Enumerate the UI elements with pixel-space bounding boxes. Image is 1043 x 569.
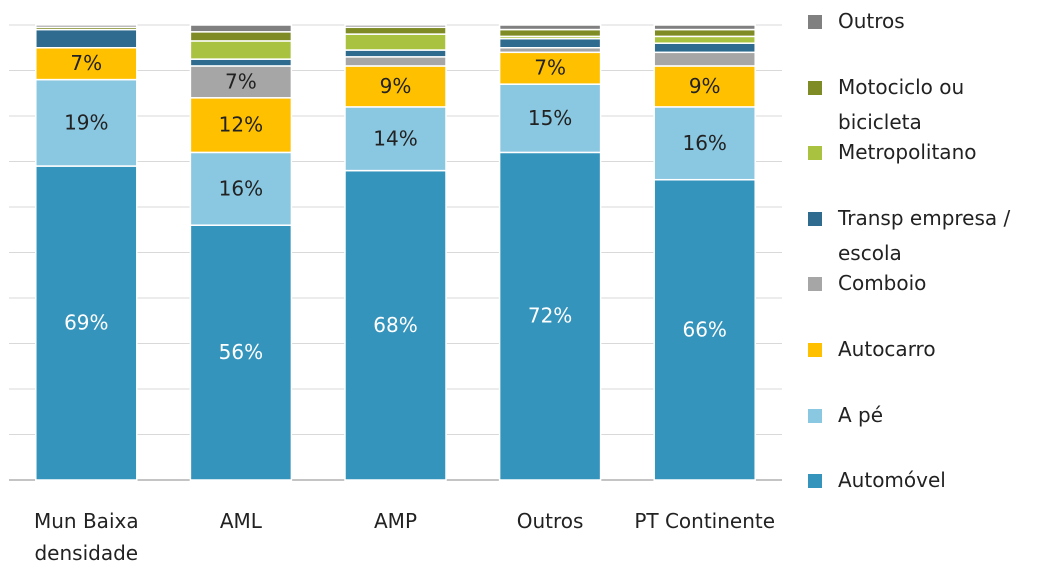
bar-segment (498, 28, 602, 38)
bar-segment (189, 65, 293, 99)
bar-segment (189, 31, 293, 42)
data-label: 19% (64, 110, 108, 134)
x-tick-label: PT Continente (634, 509, 776, 533)
bar-segment (35, 24, 138, 29)
bar-segment (344, 24, 447, 29)
x-tick-label: Outros (516, 509, 584, 533)
bar-segment (344, 49, 447, 58)
data-label: 16% (219, 176, 263, 200)
data-label: 7% (70, 51, 102, 75)
data-label: 68% (373, 313, 417, 337)
legend-swatch (808, 80, 822, 95)
legend-swatch (808, 15, 822, 29)
data-label: 12% (219, 113, 263, 137)
bar-segment (189, 24, 293, 33)
bar-segment (344, 56, 447, 67)
bar-segment (498, 151, 602, 481)
legend-label: A pé (838, 402, 884, 427)
legend-label: Automóvel (838, 468, 946, 493)
bar-segment (653, 65, 756, 108)
legend-label: Outros (838, 9, 905, 33)
legend-swatch (808, 211, 822, 226)
bar-segment (653, 28, 756, 38)
bar-segment (498, 51, 602, 85)
legend-label: Comboio (838, 271, 927, 296)
bar-segment (35, 28, 138, 49)
x-tick-label: AMP (374, 509, 417, 533)
bar-segment (344, 169, 447, 481)
bar-segment (189, 97, 293, 154)
data-label: 72% (528, 304, 572, 328)
bar-segment (653, 24, 756, 31)
x-tick-label: AML (219, 509, 262, 533)
bar-segment (35, 78, 138, 167)
bar-segment (189, 58, 293, 67)
legend-swatch (808, 277, 822, 292)
bar-segment (498, 24, 602, 31)
data-label: 15% (528, 106, 572, 130)
data-label: 66% (682, 317, 726, 341)
legend-swatch (808, 343, 822, 357)
bar-segment (189, 40, 293, 60)
data-label: 9% (689, 74, 721, 98)
data-label: 7% (225, 69, 257, 93)
bar-segment (344, 106, 447, 172)
legend-swatch (808, 146, 822, 161)
legend-label: Autocarro (838, 337, 936, 361)
bar-segment (498, 37, 602, 49)
bar-segment (653, 51, 756, 67)
bar-segment (344, 65, 447, 108)
bar-segment (653, 42, 756, 54)
legend-swatch (808, 474, 822, 489)
data-label: 9% (380, 74, 412, 98)
data-label: 14% (373, 126, 417, 150)
legend-label: Transp empresa / escola (838, 205, 1011, 265)
bar-segment (344, 26, 447, 35)
bar-segment (653, 35, 756, 44)
x-tick-label: Mun Baixa densidade (34, 509, 139, 565)
legend-label: Motociclo ou bicicleta (838, 74, 965, 134)
data-label: 16% (682, 131, 726, 155)
bar-segment (35, 165, 138, 481)
bar-segment (344, 33, 447, 51)
data-label: 7% (534, 56, 566, 80)
legend-label: Metropolitano (838, 140, 977, 165)
legend-swatch (808, 408, 822, 423)
bar-segment (189, 224, 293, 481)
bar-segment (653, 178, 756, 481)
data-label: 69% (64, 311, 108, 335)
data-label: 56% (219, 340, 263, 364)
